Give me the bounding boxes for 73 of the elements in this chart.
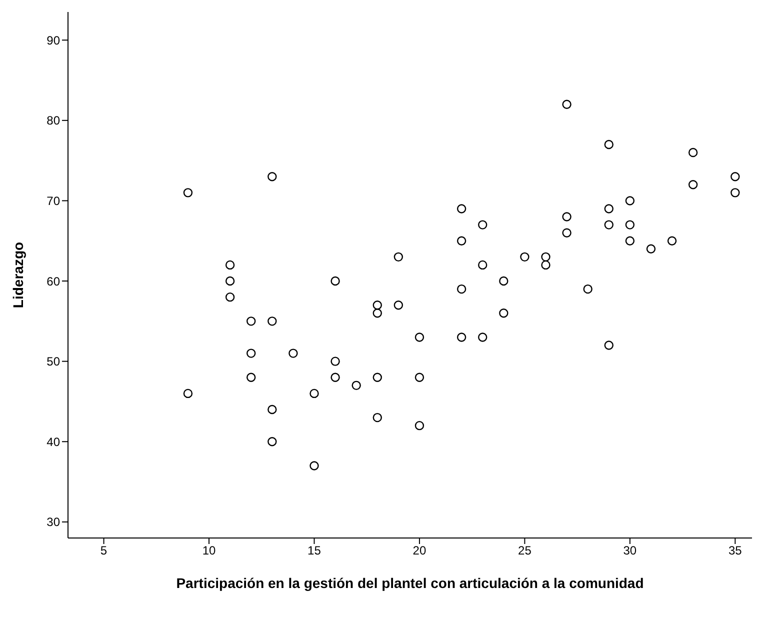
- y-tick-label: 50: [46, 354, 60, 369]
- point: [541, 252, 550, 262]
- y-tick-label: 80: [46, 114, 60, 128]
- point: [625, 220, 635, 230]
- x-tick-label: 5: [100, 544, 108, 558]
- point: [310, 388, 319, 398]
- point: [268, 316, 277, 326]
- point: [604, 204, 614, 214]
- point: [688, 180, 698, 190]
- point: [310, 461, 319, 470]
- point: [562, 100, 572, 109]
- point: [246, 348, 256, 358]
- point: [499, 308, 508, 318]
- point: [456, 236, 466, 246]
- point: [604, 220, 614, 230]
- point: [268, 437, 277, 446]
- point: [372, 300, 382, 310]
- point: [541, 260, 550, 270]
- point: [288, 348, 298, 358]
- point: [478, 220, 488, 230]
- point: [456, 204, 466, 214]
- point: [372, 412, 382, 422]
- x-tick-label: 25: [518, 544, 532, 558]
- point: [456, 332, 466, 342]
- point: [352, 380, 361, 390]
- y-tick-label: 90: [46, 33, 60, 48]
- point: [730, 188, 740, 198]
- point: [646, 244, 656, 254]
- x-tick-label: 15: [308, 544, 322, 558]
- point: [456, 284, 466, 294]
- x-axis-title: Participación en la gestión del plantel con articulación a la comunidad: [176, 575, 644, 591]
- point: [604, 140, 614, 150]
- point: [394, 252, 404, 262]
- point: [246, 372, 256, 382]
- x-tick-label: 30: [623, 544, 637, 558]
- y-tick-label: 70: [46, 194, 60, 208]
- point: [625, 236, 635, 246]
- point: [330, 372, 340, 382]
- point: [372, 308, 382, 318]
- y-tick-label: 40: [46, 434, 60, 449]
- x-tick-label: 20: [412, 544, 426, 558]
- point: [625, 196, 635, 206]
- point: [183, 188, 193, 198]
- point: [246, 316, 256, 326]
- point: [330, 276, 340, 286]
- point: [183, 388, 193, 398]
- point: [478, 260, 488, 270]
- point: [414, 372, 424, 382]
- point: [478, 332, 488, 342]
- point: [225, 260, 235, 270]
- point: [730, 172, 740, 182]
- y-tick-label: 30: [46, 515, 60, 530]
- y-tick-label: 60: [46, 274, 60, 288]
- point: [225, 292, 235, 302]
- point: [604, 340, 614, 350]
- point: [583, 284, 592, 294]
- point: [562, 228, 572, 238]
- point: [688, 148, 698, 158]
- point: [414, 420, 424, 430]
- point: [330, 356, 340, 366]
- point: [225, 276, 235, 286]
- point: [667, 236, 677, 246]
- point: [394, 300, 404, 310]
- point: [372, 372, 382, 382]
- x-tick-label: 35: [728, 544, 742, 558]
- point: [562, 212, 572, 222]
- x-tick-label: 10: [202, 544, 216, 558]
- point: [520, 252, 530, 262]
- y-axis-title: Liderazgo: [10, 242, 26, 308]
- point: [414, 332, 424, 342]
- point: [268, 404, 277, 414]
- point: [268, 172, 277, 182]
- point: [499, 276, 508, 286]
